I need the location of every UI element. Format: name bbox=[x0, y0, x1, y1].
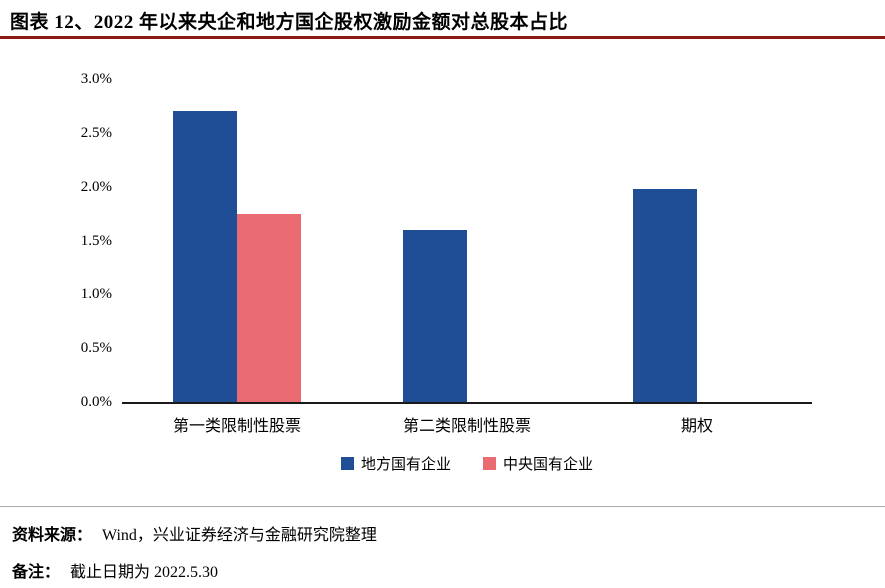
legend-label: 中央国有企业 bbox=[503, 457, 594, 473]
y-tick-label: 2.5% bbox=[80, 124, 112, 141]
legend-swatch bbox=[340, 457, 354, 470]
plot-area bbox=[122, 79, 812, 404]
bar bbox=[403, 229, 467, 402]
x-category-label: 第二类限制性股票 bbox=[402, 418, 532, 435]
y-tick-label: 0.5% bbox=[80, 340, 112, 357]
source-text: Wind，兴业证券经济与金融研究院整理 bbox=[102, 527, 377, 544]
legend-item: 中央国有企业 bbox=[483, 453, 593, 474]
source-line: 资料来源： Wind，兴业证券经济与金融研究院整理 bbox=[12, 521, 377, 545]
note-line: 备注： 截止日期为 2022.5.30 bbox=[12, 558, 218, 582]
legend: 地方国有企业 中央国有企业 bbox=[122, 453, 812, 474]
bar bbox=[173, 111, 237, 402]
title-rule bbox=[0, 36, 885, 39]
note-label: 备注： bbox=[12, 564, 61, 581]
y-tick-label: 0.0% bbox=[80, 394, 112, 410]
legend-item: 地方国有企业 bbox=[340, 453, 451, 474]
x-category-label: 期权 bbox=[680, 418, 714, 435]
x-category-label: 第一类限制性股票 bbox=[172, 418, 302, 435]
legend-swatch bbox=[483, 457, 496, 470]
source-label: 资料来源： bbox=[12, 527, 93, 544]
y-tick-label: 1.0% bbox=[80, 286, 112, 303]
bar bbox=[633, 188, 697, 402]
bar bbox=[237, 213, 301, 402]
legend-label: 地方国有企业 bbox=[360, 457, 451, 473]
y-tick-label: 1.5% bbox=[80, 232, 112, 249]
y-tick-label: 3.0% bbox=[80, 71, 112, 87]
chart-title: 图表 12、2022 年以来央企和地方国企股权激励金额对总股本占比 bbox=[10, 12, 569, 33]
x-axis: 第一类限制性股票 第二类限制性股票 期权 bbox=[122, 412, 812, 436]
note-text: 截止日期为 2022.5.30 bbox=[70, 564, 219, 581]
y-tick-label: 2.0% bbox=[80, 178, 112, 195]
footer-divider bbox=[0, 506, 885, 507]
y-axis: 0.0% 0.5% 1.0% 1.5% 2.0% 2.5% 3.0% bbox=[38, 71, 112, 410]
